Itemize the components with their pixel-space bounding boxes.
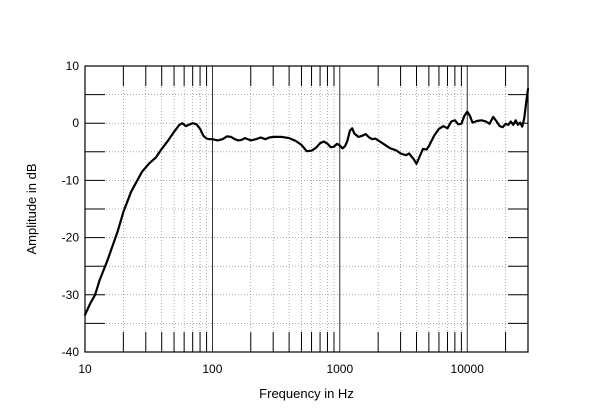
x-tick-label: 10: [78, 362, 92, 376]
y-tick-label: -30: [62, 288, 80, 302]
minor-gridlines: [85, 65, 529, 353]
y-tick-label: 10: [66, 59, 80, 73]
y-tick-label: 0: [72, 116, 79, 130]
x-tick-label: 1000: [326, 362, 353, 376]
y-axis-title: Amplitude in dB: [24, 163, 39, 254]
y-tick-label: -20: [62, 231, 80, 245]
series-line-0: [83, 87, 530, 316]
x-axis-tick-labels: 10 100 1000 10000: [78, 362, 484, 376]
y-axis-tick-labels: 10 0 -10 -20 -30 -40: [62, 59, 80, 359]
x-tick-label: 100: [202, 362, 222, 376]
axis-ticks: [85, 65, 529, 353]
series-layer: [83, 87, 530, 316]
x-axis-title: Frequency in Hz: [259, 386, 354, 401]
y-tick-label: -40: [62, 345, 80, 359]
y-tick-label: -10: [62, 173, 80, 187]
x-tick-label: 10000: [451, 362, 485, 376]
